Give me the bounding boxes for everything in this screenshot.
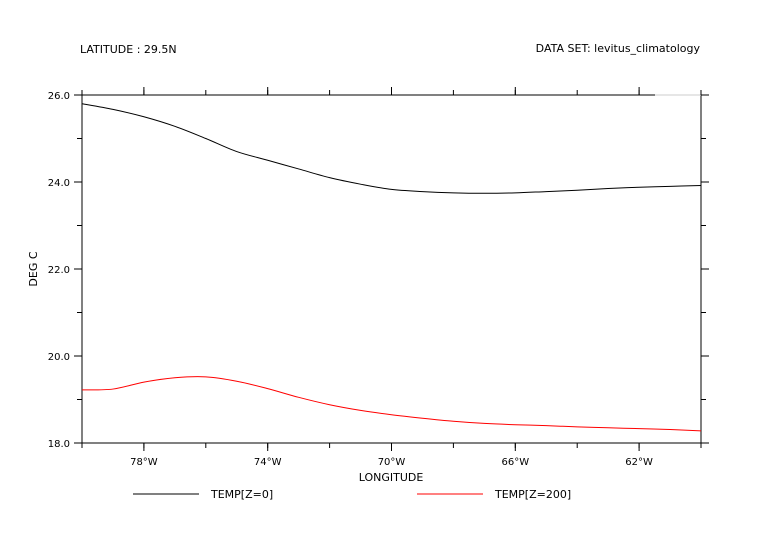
y-tick-label: 20.0 [48,352,70,363]
x-tick-label: 70°W [378,457,406,468]
y-tick-label: 24.0 [48,178,70,189]
dataset-label: DATA SET: levitus_climatology [536,42,701,55]
x-tick-label: 62°W [625,457,653,468]
legend-label-1: TEMP[Z=200] [494,488,571,501]
series-line-1 [81,376,702,432]
x-tick-label: 78°W [130,457,158,468]
y-axis-label: DEG C [27,251,40,286]
x-axis-label: LONGITUDE [359,471,424,484]
series-lines [81,103,702,432]
x-tick-label: 74°W [254,457,282,468]
y-tick-label: 18.0 [48,439,70,450]
axis-ticks: 78°W 74°W 70°W 66°W 62°W 18.0 20.0 22.0 24.0 26.0 [48,87,709,468]
legend-label-0: TEMP[Z=0] [210,488,273,501]
series-line-0 [81,103,702,194]
legend: TEMP[Z=0] TEMP[Z=200] [133,488,571,501]
y-tick-label: 22.0 [48,265,70,276]
x-tick-label: 66°W [501,457,529,468]
plot-frame [81,94,702,444]
latitude-label: LATITUDE : 29.5N [80,43,177,56]
y-tick-label: 26.0 [48,91,70,102]
